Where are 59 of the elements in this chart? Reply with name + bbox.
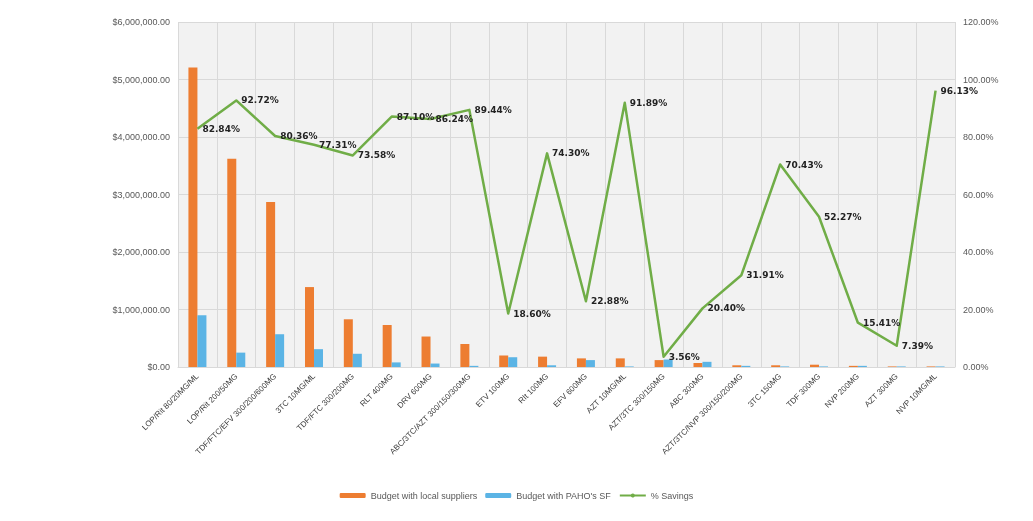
data-label: 80.36% xyxy=(280,130,318,141)
bar xyxy=(654,360,664,367)
y-tick-label: $1,000,000.00 xyxy=(112,304,170,315)
bar xyxy=(460,344,470,367)
data-label: 73.58% xyxy=(357,150,396,161)
bar xyxy=(275,334,285,367)
data-label: 92.72% xyxy=(241,95,279,106)
data-label: 77.31% xyxy=(318,139,357,150)
bar xyxy=(391,362,401,367)
data-label: 91.89% xyxy=(629,97,668,108)
data-label: 18.60% xyxy=(513,308,551,319)
bar xyxy=(236,352,246,367)
data-label: 31.91% xyxy=(746,270,784,281)
bar xyxy=(693,362,703,367)
y2-tick-label: 60.00% xyxy=(963,189,994,200)
bar xyxy=(227,158,237,367)
bar xyxy=(421,336,431,367)
bar xyxy=(585,360,595,367)
bar xyxy=(702,361,712,367)
line-series xyxy=(196,89,937,359)
y-tick-label: $6,000,000.00 xyxy=(112,17,170,27)
y2-tick-label: 0.00% xyxy=(963,362,989,372)
y2-tick-label: 100.00% xyxy=(963,74,999,85)
legend-label: Budget with local suppliers xyxy=(370,490,478,501)
bar xyxy=(266,201,276,367)
bar xyxy=(615,358,625,367)
data-label: 74.30% xyxy=(552,148,590,159)
data-label: 52.27% xyxy=(824,211,862,222)
bar xyxy=(576,358,586,367)
data-label: 7.39% xyxy=(901,340,933,351)
y-tick-label: $4,000,000.00 xyxy=(112,132,170,142)
bar xyxy=(313,349,323,367)
legend-label: % Savings xyxy=(650,490,694,501)
legend-label: Budget with PAHO's SF xyxy=(516,490,612,501)
data-label: 82.84% xyxy=(202,123,240,134)
data-label: 89.44% xyxy=(474,104,512,115)
y-tick-label: $5,000,000.00 xyxy=(112,74,170,85)
bar xyxy=(304,287,314,367)
y-tick-label: $2,000,000.00 xyxy=(112,247,170,257)
bar xyxy=(197,315,207,367)
y2-tick-label: 20.00% xyxy=(963,304,994,315)
y2-tick-label: 80.00% xyxy=(963,132,994,142)
bar xyxy=(382,325,392,367)
bar xyxy=(352,353,362,367)
y2-tick-label: 120.00% xyxy=(963,17,999,27)
data-label: 70.43% xyxy=(785,159,823,170)
data-label: 22.88% xyxy=(590,296,629,307)
bar xyxy=(188,67,198,367)
bar xyxy=(538,356,548,367)
data-label: 20.40% xyxy=(707,303,745,314)
y2-tick-label: 40.00% xyxy=(963,247,994,257)
bar xyxy=(663,359,673,367)
y-tick-label: $0.00 xyxy=(147,362,170,372)
data-label: 3.56% xyxy=(668,351,700,362)
bar xyxy=(499,355,509,367)
y-tick-label: $3,000,000.00 xyxy=(112,189,170,200)
data-label: 96.13% xyxy=(940,85,979,96)
bar xyxy=(508,357,518,367)
bar xyxy=(343,319,353,367)
